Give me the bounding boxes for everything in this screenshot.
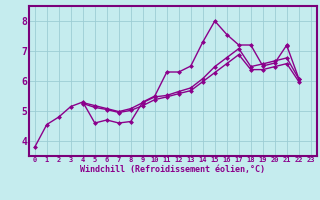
X-axis label: Windchill (Refroidissement éolien,°C): Windchill (Refroidissement éolien,°C) [80, 165, 265, 174]
